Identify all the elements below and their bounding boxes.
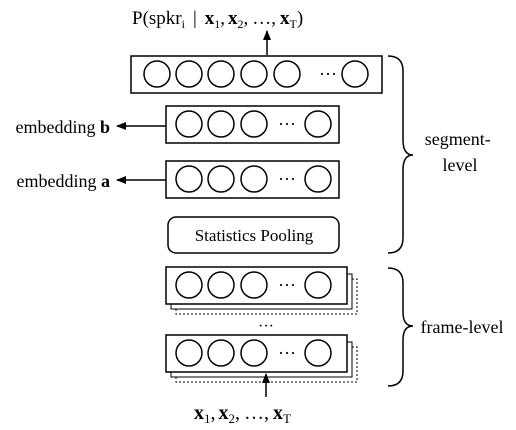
frame-node: [240, 271, 268, 299]
embedding-a-layer: ···: [165, 160, 340, 199]
frame-node: [175, 339, 203, 367]
frame-layer-top-dots: ···: [278, 275, 296, 295]
embedding-a-node: [304, 165, 332, 193]
embedding-b-dots: ···: [278, 114, 296, 134]
frame-node: [304, 339, 332, 367]
statistics-pooling-box: [167, 216, 340, 254]
embedding-b-node: [304, 110, 332, 138]
frame-node: [304, 271, 332, 299]
input-sequence-label: x1, x2,…, xT: [194, 402, 291, 426]
output-node: [143, 60, 171, 88]
segment-level-label: segment- level: [425, 129, 495, 175]
output-node: [273, 60, 301, 88]
frame-node: [207, 339, 235, 367]
output-node: [207, 60, 235, 88]
frame-level-label: frame-level: [421, 317, 504, 337]
segment-level-brace: [387, 55, 414, 254]
embedding-b-layer: ···: [165, 105, 340, 144]
frame-layer-stack-bottom: ···: [165, 334, 358, 383]
output-layer-dots: ···: [319, 64, 337, 84]
output-node: [175, 60, 203, 88]
embedding-a-node: [175, 165, 203, 193]
embedding-a-dots: ···: [278, 169, 296, 189]
output-layer: ···: [130, 55, 383, 94]
statistics-pooling-label: Statistics Pooling: [195, 226, 314, 245]
frame-node: [240, 339, 268, 367]
embedding-a-node: [207, 165, 235, 193]
embedding-b-label: embedding b: [16, 117, 111, 137]
embedding-a-label: embedding a: [17, 171, 110, 191]
embedding-b-node: [207, 110, 235, 138]
frame-layer-bottom-dots: ···: [278, 343, 296, 363]
frame-node: [175, 271, 203, 299]
frame-node: [207, 271, 235, 299]
frame-stack-ellipsis: ···: [258, 318, 274, 335]
frame-layer-stack-top: ···: [165, 266, 358, 315]
frame-level-brace: [387, 267, 414, 387]
embedding-b-node: [175, 110, 203, 138]
output-node: [341, 60, 369, 88]
output-node: [240, 60, 268, 88]
embedding-a-node: [240, 165, 268, 193]
output-probability-label: P(spkri | x1, x2,…, xT): [132, 8, 303, 31]
embedding-b-node: [240, 110, 268, 138]
